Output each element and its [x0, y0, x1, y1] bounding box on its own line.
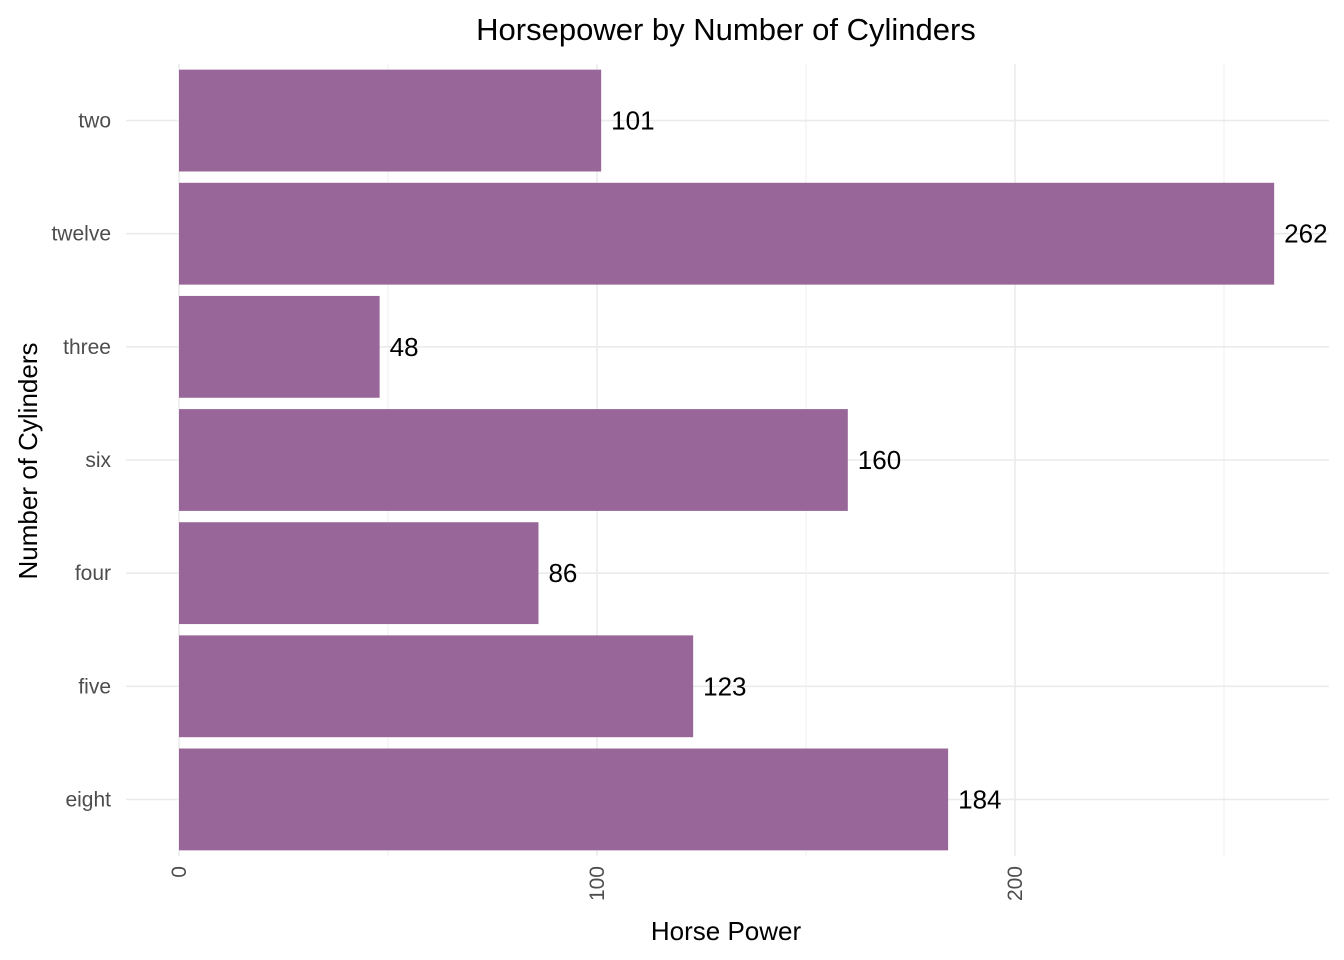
- data-label-twelve: 262: [1284, 219, 1327, 249]
- y-axis-title: Number of Cylinders: [13, 343, 43, 580]
- bar-five: [179, 635, 694, 738]
- x-tick-label: 200: [1004, 866, 1027, 901]
- bars-layer: [179, 69, 1275, 851]
- data-label-six: 160: [858, 445, 901, 475]
- data-label-three: 48: [390, 332, 419, 362]
- y-tick-label-eight: eight: [65, 788, 111, 811]
- data-label-eight: 184: [958, 784, 1001, 814]
- bar-two: [179, 69, 602, 172]
- y-tick-label-six: six: [85, 449, 111, 472]
- x-tick-label: 0: [168, 866, 191, 878]
- data-label-two: 101: [611, 106, 654, 136]
- tick-labels-layer: 0 100 200 eight five four six three twelve two: [51, 110, 1027, 901]
- y-tick-label-three: three: [63, 336, 111, 359]
- bar-six: [179, 409, 848, 511]
- chart-title: Horsepower by Number of Cylinders: [476, 12, 976, 47]
- bar-eight: [179, 748, 949, 851]
- y-tick-label-five: five: [78, 675, 111, 698]
- y-tick-label-twelve: twelve: [51, 223, 111, 246]
- x-tick-label: 100: [586, 866, 609, 901]
- data-labels-layer: 184 123 86 160 48 262 101: [390, 106, 1328, 815]
- bar-three: [179, 295, 380, 398]
- data-label-four: 86: [548, 558, 577, 588]
- y-tick-label-two: two: [78, 110, 111, 133]
- bar-twelve: [179, 182, 1275, 285]
- bar-four: [179, 522, 539, 625]
- x-axis-title: Horse Power: [651, 916, 802, 946]
- data-label-five: 123: [703, 671, 746, 701]
- y-tick-label-four: four: [75, 562, 111, 585]
